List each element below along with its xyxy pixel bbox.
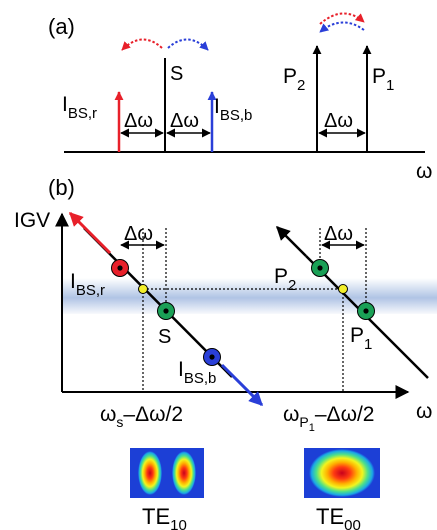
antistokes-label-b: IBS,b bbox=[178, 358, 216, 387]
mode-te10-lobe-left bbox=[138, 451, 162, 495]
mode-te10-label: TE10 bbox=[142, 504, 187, 530]
delta-label-left-a: Δω bbox=[124, 110, 153, 132]
panel-b-label: (b) bbox=[48, 175, 75, 200]
tick-left-label: ωs–Δω/2 bbox=[100, 403, 183, 430]
stokes-point-center bbox=[117, 265, 123, 271]
mode-te10: TE10 bbox=[130, 448, 204, 530]
mode-te00: TE00 bbox=[304, 448, 380, 530]
pump2-label-a: P2 bbox=[283, 65, 305, 94]
scatter-arrow-blue-a bbox=[167, 38, 209, 51]
pump2-point-center bbox=[317, 265, 323, 271]
crossing-point-right bbox=[338, 284, 348, 294]
stokes-label-a: IBS,r bbox=[62, 93, 97, 122]
delta-label-pumps-a: Δω bbox=[324, 110, 353, 132]
panel-a: (a) ω S IBS,r IBS,b Δω Δω P2 P1 Δω bbox=[48, 12, 432, 183]
pump1-label-a: P1 bbox=[372, 65, 394, 94]
delta-label-left-b: Δω bbox=[124, 223, 153, 245]
pump2-label-b: P2 bbox=[274, 265, 296, 294]
pump-arrow-blue-a bbox=[319, 21, 365, 33]
mode-te10-lobe-right bbox=[172, 451, 196, 495]
stokes-direction-arrow bbox=[68, 211, 112, 255]
delta-label-right-b: Δω bbox=[324, 223, 353, 245]
omega-axis-b-label: ω bbox=[416, 400, 432, 423]
antistokes-label-a: IBS,b bbox=[214, 95, 252, 124]
panel-b: (b) IGV ω Δω Δω bbox=[14, 175, 437, 434]
pump1-label-b: P1 bbox=[350, 324, 372, 353]
tick-right-label: ωP1–Δω/2 bbox=[283, 403, 375, 434]
pump-direction-arrow bbox=[276, 226, 307, 257]
pump1-point-center bbox=[363, 308, 369, 314]
pump-arrow-red-a bbox=[319, 12, 365, 25]
signal-label-a: S bbox=[170, 63, 183, 85]
omega-axis-a-label: ω bbox=[416, 160, 432, 183]
signal-point-center bbox=[163, 308, 169, 314]
antistokes-point-center bbox=[209, 354, 215, 360]
stokes-label-b: IBS,r bbox=[70, 270, 105, 299]
crossing-point-left bbox=[138, 284, 148, 294]
mode-te00-lobe bbox=[309, 449, 375, 497]
antistokes-direction-arrow bbox=[220, 363, 264, 407]
group-velocity-band bbox=[62, 278, 437, 314]
scatter-arrow-red-a bbox=[121, 38, 163, 51]
mode-profiles: TE10 TE00 bbox=[130, 448, 380, 530]
igv-axis-label: IGV bbox=[14, 209, 50, 232]
panel-a-label: (a) bbox=[48, 14, 75, 39]
signal-label-b: S bbox=[158, 326, 171, 348]
mode-te00-label: TE00 bbox=[316, 504, 361, 530]
delta-label-right-a: Δω bbox=[170, 110, 199, 132]
